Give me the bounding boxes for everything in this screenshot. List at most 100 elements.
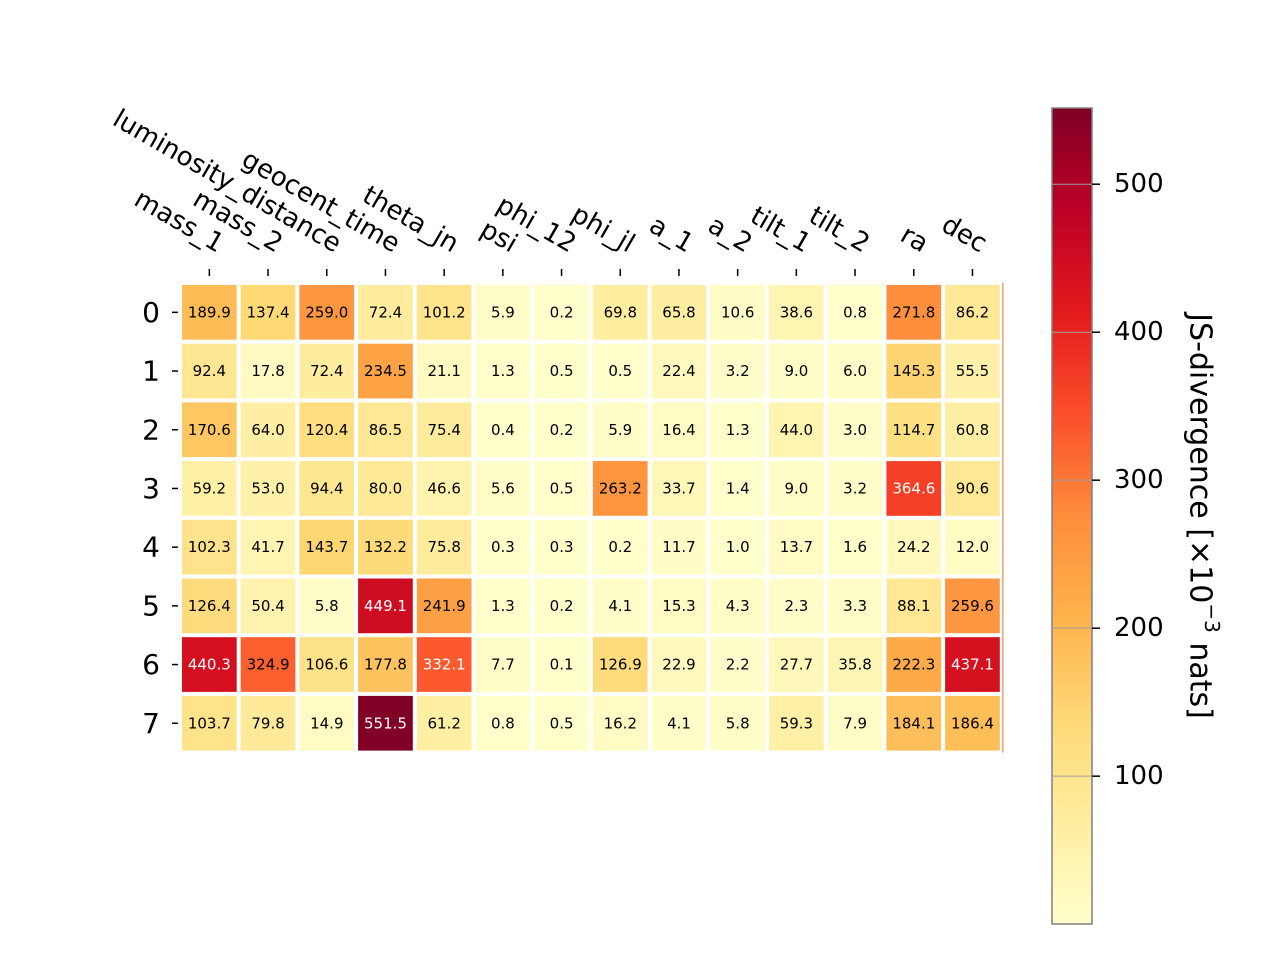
cell-value-label: 75.8 bbox=[427, 538, 460, 556]
cell-value-label: 184.1 bbox=[892, 714, 935, 732]
heatmap-cell bbox=[475, 637, 531, 692]
heatmap-cell bbox=[358, 285, 413, 340]
cell-value-label: 35.8 bbox=[838, 656, 871, 674]
cell-value-label: 15.3 bbox=[662, 597, 695, 615]
heatmap-cell bbox=[651, 578, 707, 634]
colorbar-tick-label: 400 bbox=[1114, 317, 1164, 347]
heatmap-cell bbox=[769, 637, 824, 692]
cell-value-label: 114.7 bbox=[892, 421, 935, 439]
cell-value-label: 94.4 bbox=[310, 480, 343, 498]
cell-value-label: 7.9 bbox=[843, 714, 867, 732]
cell-value-label: 101.2 bbox=[423, 303, 466, 321]
cell-value-label: 0.1 bbox=[550, 656, 574, 674]
heatmap-cell bbox=[416, 519, 472, 575]
heatmap-cell bbox=[710, 285, 765, 340]
cell-value-label: 177.8 bbox=[364, 656, 407, 674]
heatmap-cell bbox=[182, 343, 237, 399]
cell-value-label: 1.3 bbox=[491, 362, 515, 380]
heatmap-cell bbox=[886, 285, 942, 340]
cell-value-label: 0.2 bbox=[550, 421, 574, 439]
cell-value-label: 5.9 bbox=[491, 303, 515, 321]
cell-value-label: 21.1 bbox=[427, 362, 460, 380]
cell-value-label: 271.8 bbox=[892, 303, 935, 321]
colorbar: 100 200 300 400 500 JS-divergence [×10−3 nat… bbox=[1051, 107, 1224, 925]
heatmap-cell bbox=[534, 285, 589, 340]
cell-value-label: 2.2 bbox=[726, 656, 750, 674]
heatmap-cell bbox=[240, 578, 296, 634]
cell-value-label: 3.3 bbox=[843, 597, 867, 615]
heatmap-cell bbox=[710, 343, 765, 399]
heatmap-cell bbox=[592, 695, 648, 751]
cell-value-label: 0.8 bbox=[491, 714, 515, 732]
heatmap-cell bbox=[886, 637, 942, 692]
heatmap-cell bbox=[358, 695, 413, 751]
heatmap-cell bbox=[358, 402, 413, 458]
heatmap-cell bbox=[358, 578, 413, 634]
heatmap-cell bbox=[299, 519, 355, 575]
heatmap-cell bbox=[945, 461, 1000, 516]
heatmap-cell bbox=[240, 461, 296, 516]
cell-value-label: 4.1 bbox=[667, 714, 691, 732]
heatmap-cell bbox=[651, 695, 707, 751]
heatmap-cell bbox=[240, 402, 296, 458]
heatmap-cell bbox=[710, 695, 765, 751]
cell-value-label: 1.3 bbox=[726, 421, 750, 439]
heatmap-cell bbox=[769, 461, 824, 516]
heatmap-cell bbox=[182, 578, 237, 634]
cell-value-label: 145.3 bbox=[892, 362, 935, 380]
colorbar-tick-label: 300 bbox=[1114, 465, 1164, 495]
cell-value-label: 69.8 bbox=[604, 303, 637, 321]
heatmap-cell bbox=[886, 519, 942, 575]
heatmap-cell bbox=[945, 637, 1000, 692]
colorbar-tick-label: 500 bbox=[1114, 169, 1164, 199]
cell-value-label: 3.2 bbox=[843, 480, 867, 498]
row-tick-label: 2 bbox=[142, 413, 160, 446]
heatmap-cell bbox=[651, 461, 707, 516]
cell-value-label: 0.5 bbox=[608, 362, 632, 380]
heatmap-cell bbox=[827, 461, 883, 516]
cell-value-label: 6.0 bbox=[843, 362, 867, 380]
heatmap-cell bbox=[710, 578, 765, 634]
cell-value-label: 186.4 bbox=[951, 714, 994, 732]
cell-value-label: 3.2 bbox=[726, 362, 750, 380]
heatmap-cell bbox=[827, 285, 883, 340]
cell-value-label: 126.9 bbox=[599, 656, 642, 674]
cell-value-label: 72.4 bbox=[310, 362, 343, 380]
cell-value-label: 364.6 bbox=[892, 480, 935, 498]
cell-value-label: 5.8 bbox=[726, 714, 750, 732]
heatmap-cell bbox=[182, 461, 237, 516]
heatmap-cell bbox=[416, 695, 472, 751]
cell-value-label: 120.4 bbox=[305, 421, 348, 439]
heatmap-cell bbox=[945, 695, 1000, 751]
cell-value-label: 92.4 bbox=[193, 362, 226, 380]
cell-value-label: 106.6 bbox=[305, 656, 348, 674]
cell-value-label: 241.9 bbox=[423, 597, 466, 615]
cell-value-label: 2.3 bbox=[784, 597, 808, 615]
cell-value-label: 24.2 bbox=[897, 538, 930, 556]
heatmap-cell bbox=[886, 695, 942, 751]
cell-value-label: 0.8 bbox=[843, 303, 867, 321]
cell-value-label: 103.7 bbox=[188, 714, 231, 732]
heatmap-cell bbox=[416, 578, 472, 634]
heatmap-cell bbox=[651, 637, 707, 692]
heatmap-cell bbox=[299, 402, 355, 458]
heatmap-cell bbox=[182, 402, 237, 458]
heatmap-cell bbox=[886, 461, 942, 516]
cell-value-label: 3.0 bbox=[843, 421, 867, 439]
row-tick-label: 5 bbox=[142, 589, 160, 622]
heatmap-cells: 189.9 137.4 259.0 72.4 101.2 5.9 0.2 69.8 65.8 10… bbox=[182, 285, 1000, 751]
heatmap-cell bbox=[592, 461, 648, 516]
cell-value-label: 53.0 bbox=[251, 480, 284, 498]
heatmap-cell bbox=[710, 461, 765, 516]
cell-value-label: 4.3 bbox=[726, 597, 750, 615]
cell-value-label: 9.0 bbox=[784, 362, 808, 380]
cell-value-label: 0.5 bbox=[550, 362, 574, 380]
heatmap-cell bbox=[416, 343, 472, 399]
heatmap-cell bbox=[534, 578, 589, 634]
heatmap-cell bbox=[475, 519, 531, 575]
cell-value-label: 72.4 bbox=[369, 303, 402, 321]
row-tick-label: 4 bbox=[142, 531, 160, 564]
cell-value-label: 90.6 bbox=[956, 480, 989, 498]
heatmap-cell bbox=[945, 402, 1000, 458]
